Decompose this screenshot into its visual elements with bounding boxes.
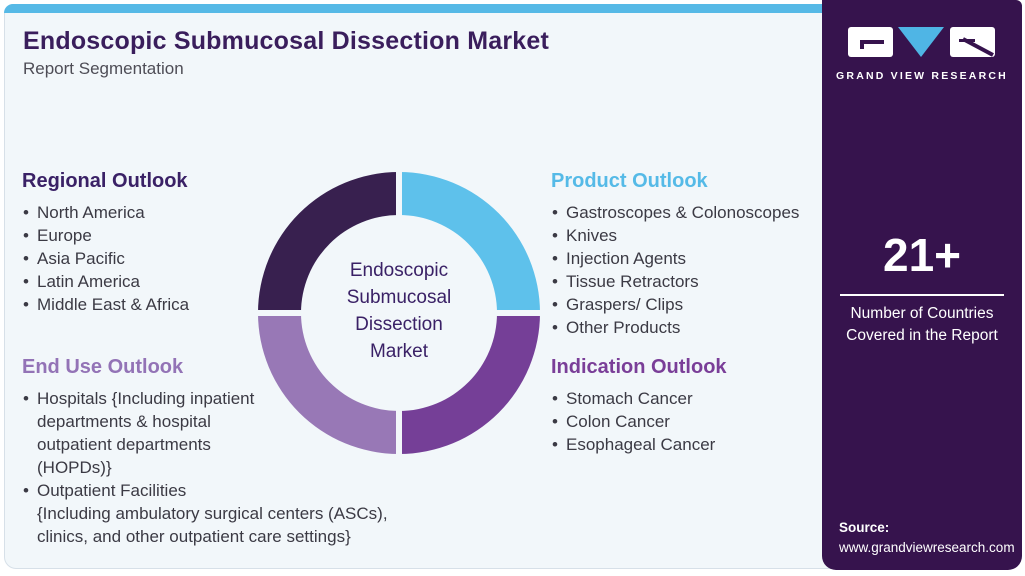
- list-item-detail: {Including ambulatory surgical centers (…: [37, 504, 388, 546]
- list-item: Esophageal Cancer: [551, 433, 727, 456]
- source-block: Source: www.grandviewresearch.com: [839, 518, 1016, 557]
- list-item: Graspers/ Clips: [551, 293, 799, 316]
- stat-divider: [840, 294, 1004, 296]
- regional-outlook-heading: Regional Outlook: [22, 170, 188, 192]
- list-item: North America: [22, 201, 189, 224]
- sidebar: GRAND VIEW RESEARCH 21+ Number of Countr…: [822, 0, 1022, 570]
- end-use-outlook-heading: End Use Outlook: [22, 356, 184, 378]
- source-label: Source:: [839, 520, 890, 535]
- donut-segment-top-right: [399, 172, 540, 313]
- list-item: Gastroscopes & Colonoscopes: [551, 201, 799, 224]
- list-item: Latin America: [22, 270, 189, 293]
- product-outlook-heading: Product Outlook: [551, 170, 708, 192]
- page-subtitle: Report Segmentation: [23, 59, 184, 78]
- end-use-outlook-list: Hospitals {Including inpatient departmen…: [22, 387, 429, 548]
- list-item-label: Hospitals {Including inpatient departmen…: [37, 389, 255, 477]
- donut-segment-top-left: [258, 172, 399, 313]
- indication-outlook-heading: Indication Outlook: [551, 356, 727, 378]
- product-outlook-list: Gastroscopes & Colonoscopes Knives Injec…: [551, 201, 799, 339]
- donut-center-label: Endoscopic Submucosal Dissection Market: [346, 260, 452, 362]
- brand-name: GRAND VIEW RESEARCH: [836, 70, 1008, 82]
- list-item: Stomach Cancer: [551, 387, 727, 410]
- source-url: www.grandviewresearch.com: [839, 540, 1015, 555]
- list-item: Colon Cancer: [551, 410, 727, 433]
- countries-stat-caption: Number of Countries Covered in the Repor…: [846, 305, 998, 344]
- regional-outlook-list: North America Europe Asia Pacific Latin …: [22, 201, 189, 316]
- donut-gap-horizontal: [256, 310, 542, 316]
- indication-outlook-list: Stomach Cancer Colon Cancer Esophageal C…: [551, 387, 727, 456]
- gvr-logo-icon: [848, 27, 995, 57]
- list-item: Middle East & Africa: [22, 293, 189, 316]
- list-item: Outpatient Facilities {Including ambulat…: [22, 479, 429, 548]
- donut-chart-svg: [256, 170, 542, 456]
- accent-topbar: [4, 4, 822, 13]
- list-item: Tissue Retractors: [551, 270, 799, 293]
- donut-segment-bottom-right: [399, 313, 540, 454]
- list-item: Other Products: [551, 316, 799, 339]
- indication-outlook-section: Indication Outlook Stomach Cancer Colon …: [551, 356, 727, 456]
- regional-outlook-section: Regional Outlook North America Europe As…: [22, 170, 189, 316]
- list-item: Injection Agents: [551, 247, 799, 270]
- list-item: Asia Pacific: [22, 247, 189, 270]
- list-item-label: Outpatient Facilities: [37, 481, 187, 500]
- brand-logo: GRAND VIEW RESEARCH: [822, 26, 1022, 82]
- donut-segment-bottom-left: [258, 313, 399, 454]
- list-item: Hospitals {Including inpatient departmen…: [22, 387, 289, 479]
- page-title: Endoscopic Submucosal Dissection Market: [23, 27, 549, 55]
- end-use-outlook-section: End Use Outlook Hospitals {Including inp…: [22, 356, 429, 548]
- donut-chart: [256, 170, 542, 456]
- countries-stat-value: 21+: [882, 229, 962, 281]
- list-item: Knives: [551, 224, 799, 247]
- product-outlook-section: Product Outlook Gastroscopes & Colonosco…: [551, 170, 799, 339]
- list-item: Europe: [22, 224, 189, 247]
